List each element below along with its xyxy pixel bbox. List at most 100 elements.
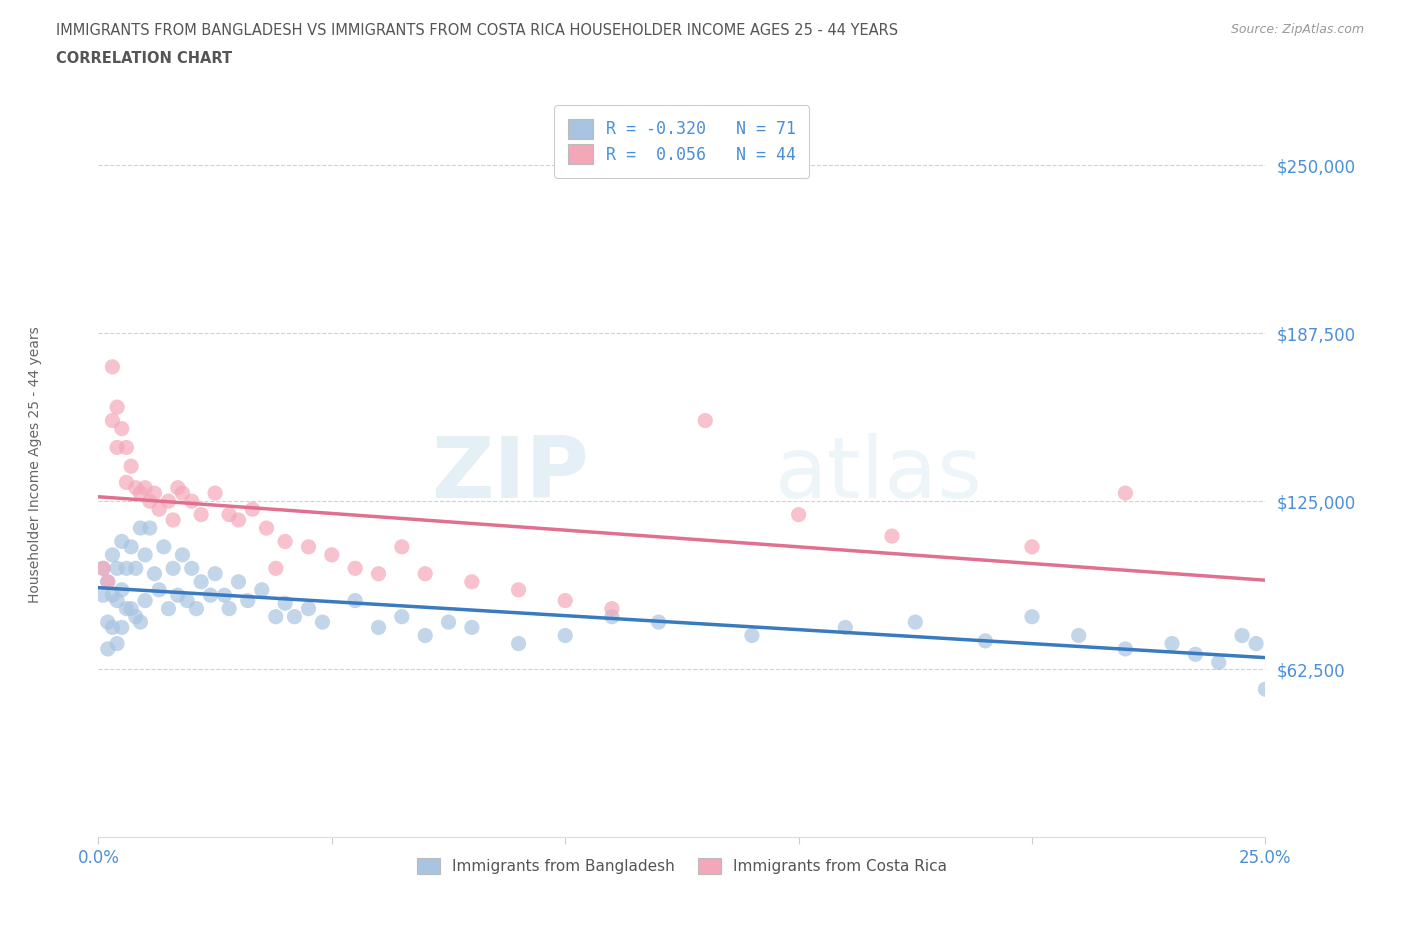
Point xyxy=(115,561,138,576)
Legend: Immigrants from Bangladesh, Immigrants from Costa Rica: Immigrants from Bangladesh, Immigrants f… xyxy=(411,852,953,880)
Point xyxy=(134,480,156,495)
Point xyxy=(367,620,389,635)
Point xyxy=(283,609,305,624)
Point xyxy=(880,528,903,543)
Point xyxy=(129,615,152,630)
Point xyxy=(97,642,120,657)
Point xyxy=(1021,539,1043,554)
Point xyxy=(120,539,142,554)
Point xyxy=(256,521,278,536)
Point xyxy=(166,480,188,495)
Point xyxy=(274,534,297,549)
Point xyxy=(228,575,250,590)
Point xyxy=(134,548,156,563)
Point xyxy=(143,566,166,581)
Point xyxy=(391,609,413,624)
Point xyxy=(190,575,212,590)
Point xyxy=(344,561,367,576)
Point xyxy=(741,628,763,643)
Point xyxy=(139,521,162,536)
Point xyxy=(115,601,138,616)
Point xyxy=(1244,636,1267,651)
Point xyxy=(200,588,222,603)
Point xyxy=(1230,628,1253,643)
Text: CORRELATION CHART: CORRELATION CHART xyxy=(56,51,232,66)
Point xyxy=(1114,485,1136,500)
Point xyxy=(250,582,273,597)
Point xyxy=(391,539,413,554)
Point xyxy=(242,502,264,517)
Point xyxy=(105,440,128,455)
Point xyxy=(344,593,367,608)
Point xyxy=(1114,642,1136,657)
Point xyxy=(218,601,240,616)
Point xyxy=(461,575,484,590)
Point xyxy=(143,485,166,500)
Point xyxy=(1184,647,1206,662)
Point xyxy=(157,494,180,509)
Point xyxy=(1161,636,1184,651)
Point xyxy=(111,620,134,635)
Point xyxy=(129,485,152,500)
Point xyxy=(904,615,927,630)
Point xyxy=(554,593,576,608)
Point xyxy=(105,593,128,608)
Point xyxy=(508,582,530,597)
Point xyxy=(111,534,134,549)
Point xyxy=(101,588,124,603)
Point xyxy=(105,561,128,576)
Point xyxy=(148,502,170,517)
Point xyxy=(508,636,530,651)
Point xyxy=(152,539,174,554)
Point xyxy=(111,582,134,597)
Point xyxy=(180,494,202,509)
Point xyxy=(120,458,142,473)
Point xyxy=(274,596,297,611)
Point xyxy=(101,620,124,635)
Point xyxy=(695,413,717,428)
Text: atlas: atlas xyxy=(775,432,983,516)
Point xyxy=(974,633,997,648)
Point xyxy=(97,575,120,590)
Point xyxy=(204,485,226,500)
Point xyxy=(101,548,124,563)
Point xyxy=(176,593,198,608)
Point xyxy=(91,588,114,603)
Point xyxy=(264,609,287,624)
Point xyxy=(1254,682,1277,697)
Point xyxy=(97,615,120,630)
Point xyxy=(125,561,148,576)
Point xyxy=(600,601,623,616)
Point xyxy=(834,620,856,635)
Point xyxy=(264,561,287,576)
Point xyxy=(91,561,114,576)
Point xyxy=(321,548,343,563)
Point xyxy=(162,561,184,576)
Point xyxy=(204,566,226,581)
Point xyxy=(367,566,389,581)
Point xyxy=(647,615,669,630)
Point xyxy=(115,475,138,490)
Point xyxy=(437,615,460,630)
Text: IMMIGRANTS FROM BANGLADESH VS IMMIGRANTS FROM COSTA RICA HOUSEHOLDER INCOME AGES: IMMIGRANTS FROM BANGLADESH VS IMMIGRANTS… xyxy=(56,23,898,38)
Point xyxy=(101,413,124,428)
Point xyxy=(115,440,138,455)
Point xyxy=(172,485,194,500)
Point xyxy=(91,561,114,576)
Point xyxy=(148,582,170,597)
Point xyxy=(554,628,576,643)
Text: Source: ZipAtlas.com: Source: ZipAtlas.com xyxy=(1230,23,1364,36)
Point xyxy=(105,636,128,651)
Point xyxy=(1021,609,1043,624)
Point xyxy=(413,628,436,643)
Point xyxy=(311,615,333,630)
Point xyxy=(1067,628,1090,643)
Point xyxy=(1208,655,1230,670)
Point xyxy=(129,521,152,536)
Point xyxy=(297,601,319,616)
Point xyxy=(228,512,250,527)
Point xyxy=(139,494,162,509)
Point xyxy=(157,601,180,616)
Point xyxy=(600,609,623,624)
Point xyxy=(180,561,202,576)
